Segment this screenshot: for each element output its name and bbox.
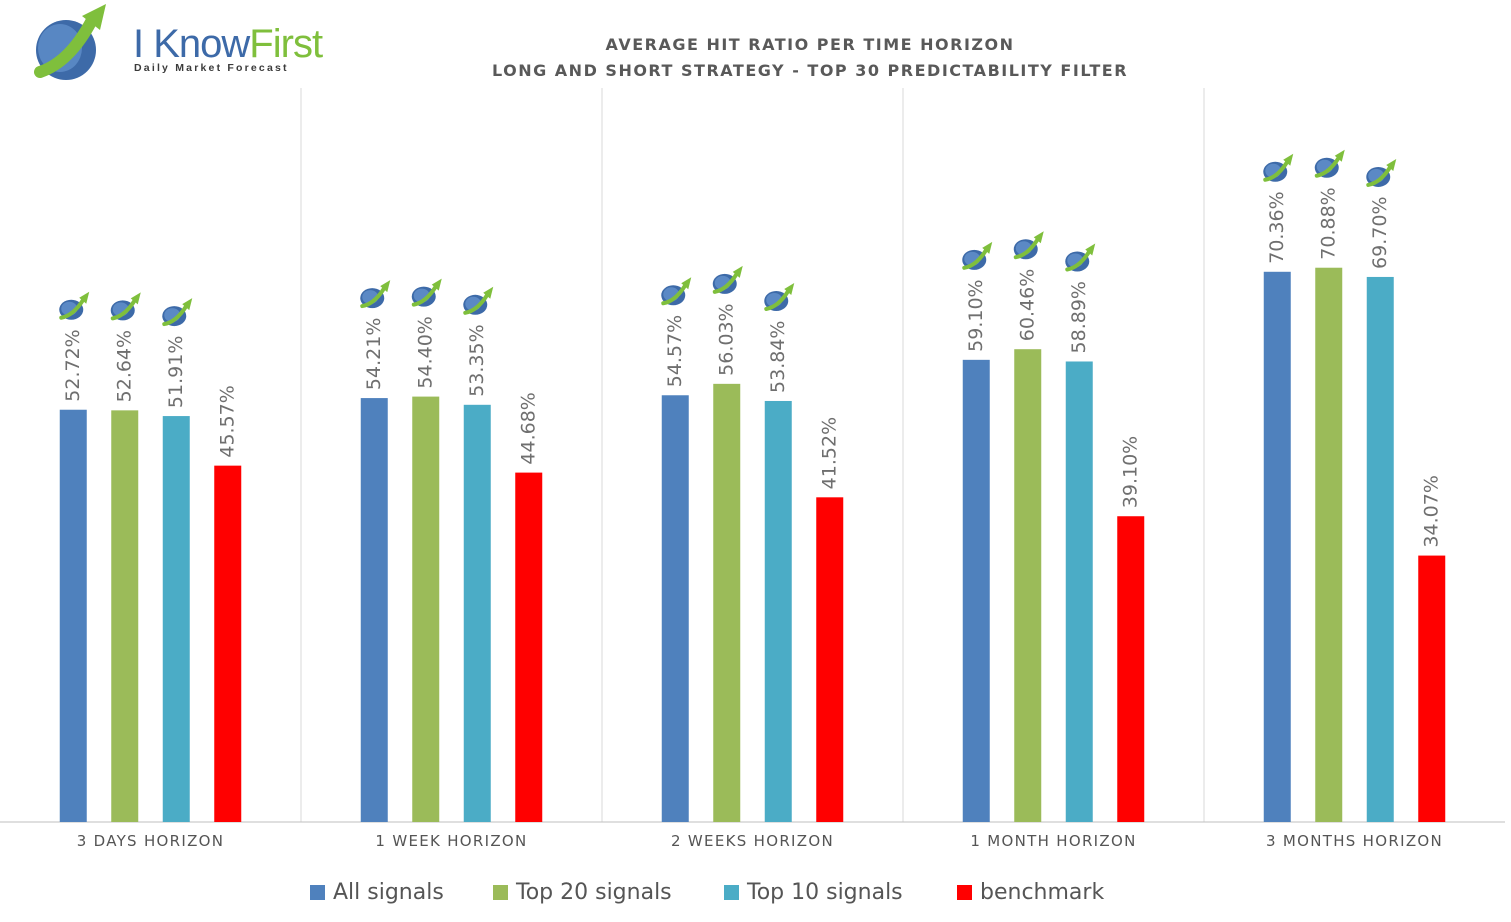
data-label: 56.03% (716, 303, 738, 375)
rising-arrow-globe-icon (962, 241, 993, 270)
bar-benchmark (816, 497, 844, 822)
logo-tagline: Daily Market Forecast (134, 62, 289, 74)
bar-benchmark (1418, 555, 1446, 822)
data-label: 34.07% (1421, 475, 1443, 547)
legend-label: Top 20 signals (516, 880, 672, 905)
bar-top-10-signals (764, 400, 792, 822)
data-label: 69.70% (1369, 196, 1391, 268)
data-label: 52.64% (114, 330, 136, 402)
data-label: 70.36% (1266, 191, 1288, 263)
rising-arrow-globe-icon (59, 291, 90, 320)
rising-arrow-globe-icon (661, 277, 692, 306)
data-label: 59.10% (965, 279, 987, 351)
rising-arrow-globe-icon (463, 286, 494, 315)
data-label: 51.91% (165, 336, 187, 408)
bar-benchmark (214, 465, 242, 822)
category-tick-label: 1 WEEK HORIZON (375, 832, 527, 850)
legend-item: Top 20 signals (493, 880, 672, 905)
bar-benchmark (515, 472, 543, 822)
rising-arrow-globe-icon (34, 4, 106, 80)
data-label: 54.21% (363, 318, 385, 390)
legend-label: Top 10 signals (747, 880, 903, 905)
legend-swatch (957, 885, 972, 900)
data-label: 45.57% (217, 385, 239, 457)
data-label: 44.68% (518, 392, 540, 464)
bar-top-20-signals (111, 410, 139, 822)
rising-arrow-globe-icon (411, 278, 442, 307)
rising-arrow-globe-icon (360, 280, 391, 309)
bar-all-signals (59, 409, 87, 822)
logo-brand-part1: I Know (133, 22, 250, 66)
rising-arrow-globe-icon (712, 265, 743, 294)
bar-all-signals (661, 395, 689, 822)
bar-all-signals (1263, 271, 1291, 822)
rising-arrow-globe-icon (764, 282, 795, 311)
category-tick-label: 3 DAYS HORIZON (77, 832, 225, 850)
bar-all-signals (962, 359, 990, 822)
bar-top-20-signals (412, 396, 440, 822)
bar-top-10-signals (1366, 276, 1394, 822)
category-tick-label: 2 WEEKS HORIZON (671, 832, 834, 850)
rising-arrow-globe-icon (162, 298, 193, 327)
legend-swatch (724, 885, 739, 900)
legend-swatch (493, 885, 508, 900)
bar-top-20-signals (713, 383, 741, 822)
company-logo: I KnowFirst Daily Market Forecast (30, 2, 323, 86)
bar-benchmark (1117, 516, 1145, 822)
bar-top-10-signals (162, 416, 190, 822)
rising-arrow-globe-icon (110, 292, 141, 321)
legend-item: All signals (310, 880, 444, 905)
rising-arrow-globe-icon (1314, 149, 1345, 178)
data-label: 41.52% (819, 417, 841, 489)
data-label: 54.40% (415, 316, 437, 388)
legend-item: Top 10 signals (724, 880, 903, 905)
data-label: 60.46% (1017, 269, 1039, 341)
data-label: 52.72% (62, 329, 84, 401)
rising-arrow-globe-icon (1366, 158, 1397, 187)
legend-label: All signals (333, 880, 444, 905)
data-label: 53.84% (767, 321, 789, 393)
bar-top-20-signals (1014, 349, 1042, 822)
logo-brand-part2: First (249, 22, 323, 66)
bar-top-20-signals (1315, 267, 1343, 823)
data-label: 70.88% (1318, 187, 1340, 259)
chart-subtitle: LONG AND SHORT STRATEGY - TOP 30 PREDICT… (491, 61, 1129, 80)
legend-label: benchmark (980, 880, 1105, 905)
data-label: 53.35% (466, 324, 488, 396)
category-tick-label: 3 MONTHS HORIZON (1266, 832, 1443, 850)
data-label: 58.89% (1068, 281, 1090, 353)
logo-brand: I KnowFirst (133, 22, 323, 67)
rising-arrow-globe-icon (1065, 243, 1096, 272)
rising-arrow-globe-icon (1263, 153, 1294, 182)
bar-top-10-signals (1065, 361, 1093, 822)
bar-top-10-signals (463, 404, 491, 822)
data-label: 39.10% (1120, 436, 1142, 508)
legend-swatch (310, 885, 325, 900)
data-label: 54.57% (664, 315, 686, 387)
category-tick-label: 1 MONTH HORIZON (970, 832, 1136, 850)
chart-title: AVERAGE HIT RATIO PER TIME HORIZON (605, 35, 1015, 54)
bar-all-signals (360, 398, 388, 822)
rising-arrow-globe-icon (1013, 231, 1044, 260)
legend-item: benchmark (957, 880, 1104, 905)
